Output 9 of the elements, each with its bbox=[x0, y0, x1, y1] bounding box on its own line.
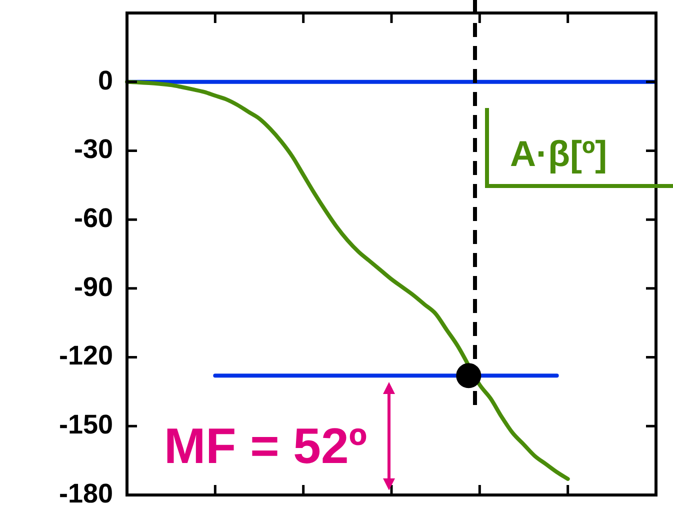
legend-label: A·β[º] bbox=[510, 133, 608, 174]
y-tick-label: -120 bbox=[58, 340, 113, 371]
y-tick-label: -30 bbox=[74, 134, 113, 164]
y-tick-label: -90 bbox=[74, 272, 113, 302]
y-tick-label: -180 bbox=[58, 478, 113, 508]
y-tick-label: 0 bbox=[98, 65, 113, 96]
y-tick-label: -60 bbox=[74, 203, 113, 234]
annotation: MF = 52º bbox=[164, 418, 368, 474]
y-tick-label: -150 bbox=[58, 410, 113, 440]
